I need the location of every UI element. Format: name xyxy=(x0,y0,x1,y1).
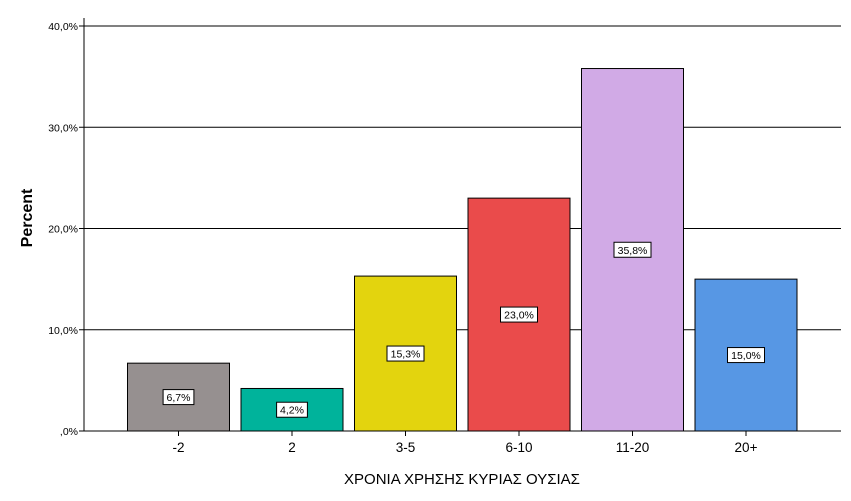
data-label: 23,0% xyxy=(504,310,534,322)
data-label: 6,7% xyxy=(167,392,191,404)
data-label-box xyxy=(162,389,195,406)
y-tick-label: 40,0% xyxy=(48,21,78,33)
y-tick-label: ,0% xyxy=(60,426,78,438)
data-label: 15,3% xyxy=(391,349,421,361)
data-label-box xyxy=(386,345,425,362)
y-tick-label: 30,0% xyxy=(48,122,78,134)
data-label-box xyxy=(500,306,538,323)
x-axis-title: ΧΡΟΝΙΑ ΧΡΗΣΗΣ ΚΥΡΙΑΣ ΟΥΣΙΑΣ xyxy=(344,471,580,488)
y-tick-label: 10,0% xyxy=(48,325,78,337)
data-label-box xyxy=(613,241,652,258)
data-labels: 6,7% 4,2% 15,3% 23,0% 35,8% 15,0% xyxy=(162,241,765,418)
axes: ,0% 10,0% 20,0% 30,0% 40,0% -2 2 3-5 6-10 11-20 20… xyxy=(48,18,841,455)
y-tick-label: 20,0% xyxy=(48,224,78,236)
x-tick-label: 2 xyxy=(288,440,296,455)
x-tick-label: 11-20 xyxy=(616,440,650,455)
data-label-box xyxy=(727,347,765,364)
bars xyxy=(127,68,798,432)
x-tick-label: -2 xyxy=(172,440,184,455)
x-tick-label: 20+ xyxy=(735,440,758,455)
y-axis-title: Percent xyxy=(19,188,36,247)
x-tick-label: 6-10 xyxy=(505,440,532,455)
data-label: 4,2% xyxy=(280,405,304,417)
data-label: 15,0% xyxy=(731,350,761,362)
data-label-box xyxy=(276,401,308,418)
data-label: 35,8% xyxy=(618,245,648,257)
x-tick-label: 3-5 xyxy=(396,440,416,455)
